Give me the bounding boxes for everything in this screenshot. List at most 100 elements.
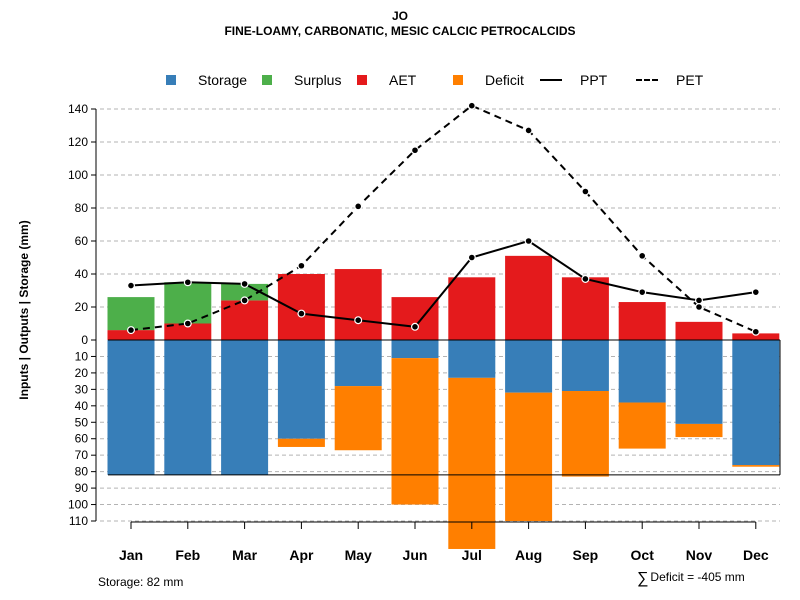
legend-deficit-swatch [453, 75, 463, 85]
point-pet-jan [126, 326, 135, 335]
bar-deficit-apr [277, 438, 325, 447]
x-tick-label-feb: Feb [175, 547, 200, 563]
legend-deficit-label: Deficit [485, 72, 524, 88]
y-tick-label-upper-80: 80 [75, 201, 89, 215]
point-ppt-oct [638, 288, 647, 297]
chart-subtitle: FINE-LOAMY, CARBONATIC, MESIC CALCIC PET… [224, 24, 576, 38]
bar-storage-jun [391, 340, 439, 359]
y-tick-label-lower-10: 10 [75, 349, 89, 363]
y-tick-label-upper-0: 0 [81, 333, 88, 347]
legend-storage-swatch [166, 75, 176, 85]
bar-aet-aug [505, 255, 553, 340]
deficit-value: Deficit = -405 mm [650, 570, 745, 584]
x-tick-label-oct: Oct [631, 547, 655, 563]
bar-deficit-jul [448, 377, 496, 549]
bar-deficit-sep [561, 391, 609, 477]
legend-surplus-swatch [262, 75, 272, 85]
x-tick-label-nov: Nov [686, 547, 713, 563]
point-ppt-apr [297, 309, 306, 318]
point-pet-jul [467, 101, 476, 110]
point-ppt-nov [694, 296, 703, 305]
bar-storage-sep [561, 340, 609, 392]
sum-symbol: ∑ [637, 570, 649, 587]
legend: Storage Surplus AET Deficit PPT PET [0, 70, 800, 90]
legend-surplus-label: Surplus [294, 72, 342, 88]
storage-note: Storage: 82 mm [98, 575, 184, 589]
legend-pet-line [636, 79, 658, 81]
legend-ppt-line [540, 79, 562, 81]
bar-aet-may [334, 269, 382, 340]
x-tick-label-mar: Mar [232, 547, 257, 563]
point-ppt-sep [581, 274, 590, 283]
chart-title: JO [391, 9, 408, 23]
point-ppt-jan [126, 281, 135, 290]
point-ppt-dec [751, 288, 760, 297]
legend-storage-label: Storage [198, 72, 248, 88]
bar-storage-jan [107, 340, 155, 475]
bar-storage-feb [164, 340, 212, 475]
point-ppt-mar [240, 279, 249, 288]
bar-deficit-jun [391, 358, 439, 505]
y-tick-label-upper-40: 40 [75, 267, 89, 281]
x-tick-label-aug: Aug [515, 547, 542, 563]
bar-deficit-oct [618, 402, 666, 449]
x-tick-label-apr: Apr [289, 547, 314, 563]
y-tick-label-lower-50: 50 [75, 415, 89, 429]
bar-aet-sep [561, 277, 609, 340]
x-tick-label-may: May [345, 547, 372, 563]
bar-deficit-aug [505, 392, 553, 521]
bar-surplus-mar [221, 283, 269, 301]
x-tick-label-jul: Jul [462, 547, 482, 563]
y-tick-label-lower-30: 30 [75, 382, 89, 396]
y-tick-label-lower-20: 20 [75, 366, 89, 380]
point-pet-apr [297, 261, 306, 270]
point-pet-aug [524, 126, 533, 135]
legend-aet-label: AET [389, 72, 417, 88]
bar-aet-apr [277, 274, 325, 340]
y-tick-label-upper-20: 20 [75, 300, 89, 314]
bar-storage-apr [277, 340, 325, 439]
x-tick-label-dec: Dec [743, 547, 769, 563]
bar-aet-jun [391, 297, 439, 340]
point-ppt-aug [524, 237, 533, 246]
y-tick-label-lower-40: 40 [75, 399, 89, 413]
point-pet-may [354, 202, 363, 211]
bar-storage-may [334, 340, 382, 387]
gridlines [100, 108, 780, 522]
y-tick-label-upper-140: 140 [68, 102, 88, 116]
line-pet [130, 104, 757, 333]
axes: 0 20 40 60 80 100 120 140 10 20 30 40 50 60 70 80 90 100 1… [68, 102, 769, 563]
bar-aet-jul [448, 277, 496, 340]
point-ppt-may [354, 316, 363, 325]
bar-storage-dec [732, 340, 780, 466]
bar-deficit-dec [732, 465, 780, 467]
point-pet-oct [638, 251, 647, 260]
point-pet-jun [411, 146, 420, 155]
point-pet-dec [751, 327, 760, 336]
x-tick-label-jan: Jan [119, 547, 143, 563]
series-lines [126, 101, 760, 336]
y-axis-label: Inputs | Outputs | Storage (mm) [17, 220, 31, 399]
line-ppt [130, 239, 756, 328]
deficit-note: ∑ Deficit = -405 mm [637, 570, 745, 588]
bar-surplus-jan [107, 297, 155, 331]
y-tick-label-upper-60: 60 [75, 234, 89, 248]
y-tick-label-lower-100: 100 [68, 498, 88, 512]
bar-aet-nov [675, 321, 723, 340]
bar-deficit-nov [675, 423, 723, 438]
y-tick-label-upper-100: 100 [68, 168, 88, 182]
y-tick-label-lower-60: 60 [75, 432, 89, 446]
point-ppt-jul [467, 253, 476, 262]
bar-storage-nov [675, 340, 723, 424]
point-pet-sep [581, 187, 590, 196]
point-ppt-jun [411, 322, 420, 331]
y-tick-label-lower-70: 70 [75, 448, 89, 462]
bar-aet-jan [107, 330, 155, 340]
y-tick-label-lower-80: 80 [75, 465, 89, 479]
bar-storage-mar [221, 340, 269, 475]
x-tick-label-jun: Jun [403, 547, 428, 563]
point-ppt-feb [183, 278, 192, 287]
point-pet-nov [694, 303, 703, 312]
bar-aet-oct [618, 302, 666, 340]
